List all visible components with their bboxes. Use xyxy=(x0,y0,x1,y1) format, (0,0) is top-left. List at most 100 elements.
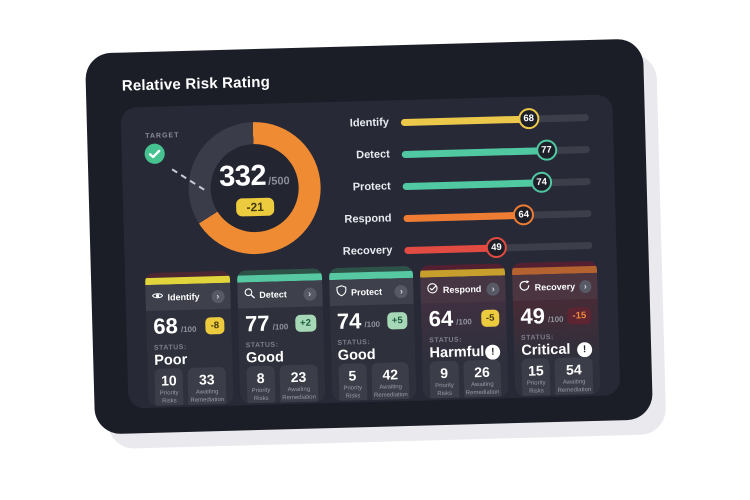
chevron-right-icon[interactable]: › xyxy=(302,286,317,301)
card-delta-badge: -8 xyxy=(205,316,225,334)
eye-icon xyxy=(151,289,164,307)
bar-fill xyxy=(404,244,497,254)
category-bars: Identify 68 Detect 77 Protect xyxy=(331,107,595,261)
search-icon xyxy=(243,286,255,304)
bar-label: Respond xyxy=(344,212,392,226)
bar-value-badge: 68 xyxy=(517,107,540,130)
card-score-max: /100 xyxy=(272,322,289,332)
stat-box: 23 Awaiting Remediation xyxy=(279,364,319,404)
bar-value-badge: 77 xyxy=(535,139,558,161)
card-score-row: 74 /100 +5 xyxy=(337,308,408,334)
donut-center: 332 /500 -21 xyxy=(209,142,300,234)
card-delta-badge: +2 xyxy=(294,313,317,332)
score-card: Respond › 64 /100 -5 STATUS: Harmful ! xyxy=(420,263,509,399)
bar-track: 49 xyxy=(404,236,593,259)
card-score-max: /100 xyxy=(456,317,472,327)
stat-value: 42 xyxy=(382,366,399,383)
stat-label: Priority Risks xyxy=(251,388,271,403)
card-title: Respond xyxy=(442,283,482,296)
bar-row: Identify 68 xyxy=(331,107,589,133)
card-body: 68 /100 -8 STATUS: Poor 10 Priority Risk… xyxy=(146,309,233,407)
stat-label: Awaiting Remediation xyxy=(373,384,408,400)
card-body: 77 /100 +2 STATUS: Good 8 Priority Risks xyxy=(238,306,325,404)
card-stats: 15 Priority Risks 54 Awaiting Remediatio… xyxy=(521,357,594,397)
card-score-row: 68 /100 -8 xyxy=(153,313,225,339)
target-label: TARGET xyxy=(145,132,180,141)
chevron-right-icon[interactable]: › xyxy=(486,281,500,296)
summary-row: 332 /500 -21 TARGET xyxy=(141,107,597,273)
bar-track: 64 xyxy=(403,204,592,226)
gauge-delta-badge: -21 xyxy=(236,197,275,217)
status-value: Good xyxy=(245,349,285,367)
bar-fill xyxy=(400,115,529,126)
bar-value-badge: 64 xyxy=(513,204,535,226)
warning-icon: ! xyxy=(485,343,501,360)
stat-label: Awaiting Remediation xyxy=(557,379,592,395)
stat-box: 26 Awaiting Remediation xyxy=(462,359,502,399)
status-row: Good xyxy=(338,346,409,364)
status-value: Poor xyxy=(154,351,188,369)
chevron-right-icon[interactable]: › xyxy=(578,279,592,293)
bar-track: 77 xyxy=(401,139,590,161)
bar-row: Detect 77 xyxy=(332,139,590,165)
score-card: Identify › 68 /100 -8 STATUS: Poor xyxy=(144,270,234,407)
stat-value: 54 xyxy=(565,361,582,378)
dashboard-panel: Relative Risk Rating 332 /500 -21 TARGET xyxy=(84,38,654,435)
stat-label: Awaiting Remediation xyxy=(465,382,500,397)
card-body: 49 /100 -15 STATUS: Critical ! 15 Priori… xyxy=(512,298,601,397)
card-stats: 5 Priority Risks 42 Awaiting Remediation xyxy=(338,361,410,402)
chevron-right-icon[interactable]: › xyxy=(394,284,409,298)
stat-value: 5 xyxy=(348,367,357,384)
status-row: Harmful ! xyxy=(429,343,501,362)
stat-box: 54 Awaiting Remediation xyxy=(554,357,594,397)
status-value: Critical xyxy=(521,341,571,359)
card-score-max: /100 xyxy=(364,319,381,330)
card-score: 64 xyxy=(428,305,454,332)
status-value: Harmful xyxy=(429,343,485,362)
target-marker: TARGET xyxy=(143,132,180,170)
stat-label: Priority Risks xyxy=(343,385,363,400)
status-value: Good xyxy=(337,346,376,364)
stat-box: 15 Priority Risks xyxy=(521,358,551,397)
card-score-row: 77 /100 +2 xyxy=(245,311,317,336)
bar-value-badge: 49 xyxy=(485,236,508,259)
card-header: Protect › xyxy=(328,277,415,307)
score-card: Protect › 74 /100 +5 STATUS: Good xyxy=(328,265,417,402)
category-cards: Identify › 68 /100 -8 STATUS: Poor xyxy=(144,260,601,407)
chevron-right-icon[interactable]: › xyxy=(211,289,225,303)
bar-fill xyxy=(401,146,547,158)
target-check-icon xyxy=(143,142,166,170)
shield-icon xyxy=(335,284,347,302)
card-score: 49 xyxy=(520,303,546,329)
gauge-score: 332 xyxy=(218,159,267,194)
card-stats: 9 Priority Risks 26 Awaiting Remediation xyxy=(429,359,502,399)
score-card: Recovery › 49 /100 -15 STATUS: Critical … xyxy=(511,260,601,397)
score-card: Detect › 77 /100 +2 STATUS: Good xyxy=(236,268,326,404)
stat-label: Priority Risks xyxy=(159,390,179,405)
card-title: Recovery xyxy=(534,281,576,293)
card-header: Detect › xyxy=(236,280,323,309)
stat-value: 10 xyxy=(160,372,177,389)
stat-box: 5 Priority Risks xyxy=(338,363,368,402)
bar-label: Recovery xyxy=(342,244,393,258)
card-title: Protect xyxy=(350,286,383,298)
card-body: 64 /100 -5 STATUS: Harmful ! 9 Priority … xyxy=(421,301,509,399)
status-row: Critical ! xyxy=(521,341,593,359)
donut-ring: 332 /500 -21 xyxy=(186,120,323,256)
card-score: 68 xyxy=(153,313,179,339)
bar-label: Detect xyxy=(356,148,390,162)
stat-value: 8 xyxy=(256,369,265,387)
bar-row: Protect 74 xyxy=(332,171,591,197)
stat-box: 9 Priority Risks xyxy=(429,360,460,399)
card-title: Identify xyxy=(167,291,200,303)
card-body: 74 /100 +5 STATUS: Good 5 Priority Risks xyxy=(329,304,416,402)
gauge-score-line: 332 /500 xyxy=(219,159,290,194)
card-stats: 10 Priority Risks 33 Awaiting Remediatio… xyxy=(154,366,227,407)
card-delta-badge: -5 xyxy=(480,309,500,327)
stat-box: 10 Priority Risks xyxy=(154,368,184,407)
card-score-row: 49 /100 -15 xyxy=(520,303,592,329)
stat-box: 42 Awaiting Remediation xyxy=(371,361,410,402)
card-score-row: 64 /100 -5 xyxy=(428,305,500,332)
card-title: Detect xyxy=(259,289,287,300)
card-header: Respond › xyxy=(420,275,506,304)
